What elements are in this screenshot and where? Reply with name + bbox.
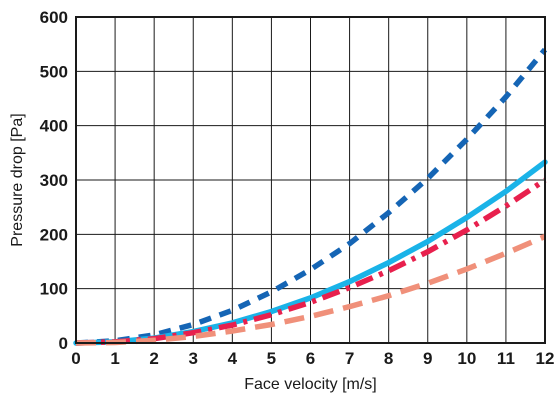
y-tick-label: 100: [40, 280, 68, 299]
y-tick-label: 0: [59, 334, 68, 353]
x-tick-label: 10: [457, 349, 476, 368]
x-tick-label: 7: [345, 349, 354, 368]
x-tick-label: 4: [228, 349, 238, 368]
x-tick-label: 12: [536, 349, 555, 368]
y-tick-label: 600: [40, 8, 68, 27]
x-axis-label: Face velocity [m/s]: [244, 376, 376, 393]
x-tick-label: 8: [384, 349, 393, 368]
x-tick-label: 6: [306, 349, 315, 368]
y-tick-label: 200: [40, 225, 68, 244]
x-tick-label: 9: [423, 349, 432, 368]
x-tick-label: 1: [110, 349, 119, 368]
x-tick-label: 11: [497, 349, 515, 368]
series-line-4: [75, 233, 547, 346]
x-tick-labels: 0 1 2 3 4 5 6 7 8 9 10 11 12: [71, 349, 554, 368]
x-tick-label: 0: [71, 349, 80, 368]
grid: [75, 16, 546, 344]
y-tick-label: 300: [40, 171, 68, 190]
plot-frame: [75, 16, 546, 344]
y-tick-labels: 0 100 200 300 400 500 600: [40, 8, 68, 353]
series-line-1: [75, 47, 548, 346]
x-tick-label: 2: [149, 349, 158, 368]
x-tick-label: 5: [267, 349, 276, 368]
y-tick-label: 400: [40, 117, 68, 136]
y-axis-label: Pressure drop [Pa]: [9, 113, 26, 246]
series-group: [73, 47, 548, 346]
x-tick-label: 3: [189, 349, 198, 368]
y-tick-label: 500: [40, 62, 68, 81]
